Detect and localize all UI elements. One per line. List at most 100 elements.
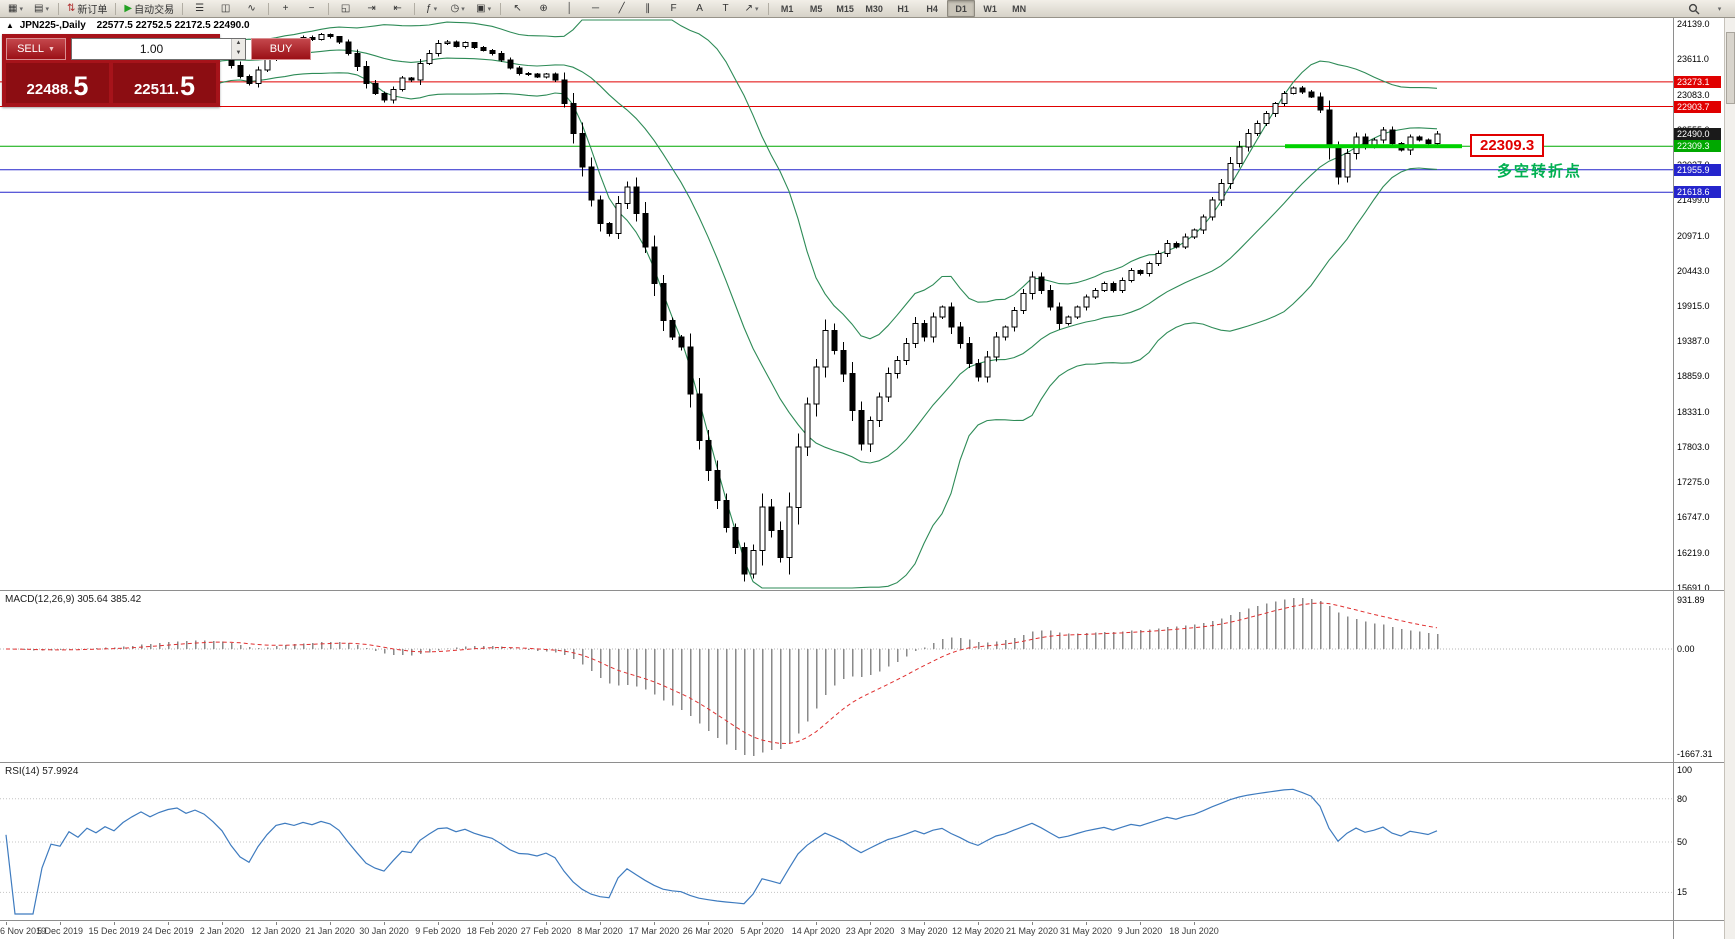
date-tick bbox=[276, 922, 277, 925]
toolbar-separator bbox=[182, 2, 184, 15]
buy-price-button[interactable]: 22511. 5 bbox=[113, 63, 216, 103]
trendline-icon: ╱ bbox=[618, 2, 625, 14]
timeframe-m30-button[interactable]: M30 bbox=[865, 3, 883, 14]
collapse-triangle-icon[interactable]: ▲ bbox=[6, 21, 14, 30]
rsi-axis-label: 80 bbox=[1677, 793, 1688, 804]
sell-button[interactable]: SELL ▼ bbox=[6, 38, 66, 60]
date-tick bbox=[924, 922, 925, 925]
panel-separator[interactable] bbox=[0, 590, 1735, 591]
crosshair-button[interactable]: ⊕ bbox=[531, 0, 556, 17]
tile-windows-icon: ◱ bbox=[340, 2, 351, 14]
bar-chart-button[interactable]: ☰ bbox=[187, 0, 212, 17]
volume-input[interactable] bbox=[72, 39, 231, 59]
timeframe-h1-button[interactable]: H1 bbox=[897, 3, 909, 14]
new-chart-button[interactable]: ▦ ▾ bbox=[3, 0, 28, 17]
date-axis: 6 Nov 2019 5 Dec 2019 15 Dec 2019 24 Dec 20… bbox=[0, 922, 1673, 939]
macd-histogram bbox=[6, 598, 1439, 756]
price-tick-label: 17275.0 bbox=[1677, 477, 1710, 488]
text-button[interactable]: A bbox=[687, 0, 712, 17]
timeframe-d1-button[interactable]: D1 bbox=[947, 0, 976, 17]
vertical-scrollbar[interactable] bbox=[1724, 18, 1735, 939]
templates-button[interactable]: ▣ ▾ bbox=[471, 0, 496, 17]
price-callout[interactable]: 22309.3 bbox=[1470, 134, 1545, 158]
main-chart-canvas[interactable] bbox=[0, 18, 1673, 590]
text-label-icon: T bbox=[722, 2, 729, 14]
candlestick-chart-button[interactable]: ◫ bbox=[213, 0, 238, 17]
timeframe-m1-button[interactable]: M1 bbox=[780, 3, 794, 14]
date-label: 26 Mar 2020 bbox=[682, 926, 734, 936]
fibonacci-button[interactable]: F bbox=[661, 0, 686, 17]
date-tick bbox=[1086, 922, 1087, 925]
toolbar-separator bbox=[328, 2, 330, 15]
date-tick bbox=[222, 922, 223, 925]
trendline-button[interactable]: ╱ bbox=[609, 0, 634, 17]
price-tick-label: 20443.0 bbox=[1677, 265, 1710, 276]
macd-panel-canvas[interactable] bbox=[0, 592, 1673, 762]
timeframe-m5-button[interactable]: M5 bbox=[809, 3, 823, 14]
rsi-axis-label: 50 bbox=[1677, 837, 1688, 847]
line-chart-button[interactable]: ∿ bbox=[239, 0, 264, 17]
periods-button[interactable]: ◷ ▾ bbox=[445, 0, 470, 17]
volume-up-button[interactable]: ▲ bbox=[232, 39, 245, 49]
rsi-panel-canvas[interactable] bbox=[0, 764, 1673, 920]
zoom-out-button[interactable]: − bbox=[299, 0, 324, 17]
rsi-line bbox=[5, 788, 1438, 915]
date-label: 5 Dec 2019 bbox=[36, 926, 84, 936]
scrollbar-thumb[interactable] bbox=[1726, 32, 1735, 104]
sell-price-button[interactable]: 22488. 5 bbox=[6, 63, 109, 103]
volume-down-button[interactable]: ▼ bbox=[232, 49, 245, 59]
date-label: 17 Mar 2020 bbox=[628, 926, 680, 936]
date-label: 24 Dec 2019 bbox=[142, 926, 194, 936]
date-tick bbox=[6, 922, 7, 925]
date-label: 23 Apr 2020 bbox=[845, 926, 895, 936]
timeframe-m15-button[interactable]: M15 bbox=[836, 3, 854, 14]
candlestick-chart-icon: ◫ bbox=[220, 2, 231, 14]
toolbar-separator bbox=[414, 2, 416, 15]
price-tag: 21955.9 bbox=[1674, 163, 1721, 176]
bar-chart-icon: ☰ bbox=[195, 2, 205, 14]
volume-box: ▲ ▼ bbox=[71, 38, 246, 60]
toolbar-more-button[interactable]: ▾ bbox=[1707, 0, 1732, 17]
zoom-in-button[interactable]: + bbox=[273, 0, 298, 17]
autotrading-button[interactable]: ▶ 自动交易 bbox=[120, 0, 178, 17]
indicators-button[interactable]: ƒ ▾ bbox=[419, 0, 444, 17]
text-label-button[interactable]: T bbox=[713, 0, 738, 17]
chart-shift-icon: ⇤ bbox=[393, 2, 402, 14]
macd-signal-line bbox=[5, 602, 1438, 745]
new-order-button[interactable]: ⇅ 新订单 bbox=[63, 0, 111, 17]
vertical-line-button[interactable]: │ bbox=[557, 0, 582, 17]
chevron-down-icon: ▾ bbox=[1717, 5, 1722, 13]
channel-button[interactable]: ∥ bbox=[635, 0, 660, 17]
buy-price-big-digit: 5 bbox=[180, 71, 196, 101]
profiles-icon: ▤ bbox=[34, 2, 44, 14]
horizontal-line-button[interactable]: ─ bbox=[583, 0, 608, 17]
new-order-icon: ⇅ bbox=[67, 2, 76, 14]
arrows-button[interactable]: ↗ ▾ bbox=[739, 0, 764, 17]
tile-windows-button[interactable]: ◱ bbox=[333, 0, 358, 17]
one-click-trading-panel: SELL ▼ ▲ ▼ BUY 22488. 5 bbox=[2, 34, 311, 107]
price-tick-label: 16219.0 bbox=[1677, 547, 1710, 558]
profiles-button[interactable]: ▤ ▾ bbox=[29, 0, 54, 17]
price-tick-label: 21499.0 bbox=[1677, 195, 1710, 206]
timeframe-w1-button[interactable]: W1 bbox=[983, 3, 997, 14]
cursor-button[interactable]: ↖ bbox=[505, 0, 530, 17]
chevron-down-icon: ▾ bbox=[755, 5, 759, 13]
price-tag: 22903.7 bbox=[1674, 100, 1721, 113]
thick-green-line-object[interactable] bbox=[1285, 144, 1462, 149]
templates-icon: ▣ bbox=[476, 2, 486, 14]
panel-separator[interactable] bbox=[0, 762, 1735, 763]
price-tag: 22490.0 bbox=[1674, 128, 1721, 141]
search-button[interactable] bbox=[1681, 0, 1706, 17]
buy-button[interactable]: BUY bbox=[251, 38, 311, 60]
timeframe-mn-button[interactable]: MN bbox=[1012, 3, 1027, 14]
timeframe-h4-button[interactable]: H4 bbox=[926, 3, 938, 14]
sell-price-big-digit: 5 bbox=[73, 71, 89, 101]
annotation-text[interactable]: 多空转折点 bbox=[1497, 163, 1583, 181]
chevron-down-icon: ▾ bbox=[433, 5, 438, 13]
price-tick-label: 16747.0 bbox=[1677, 512, 1710, 523]
buy-button-label: BUY bbox=[269, 43, 293, 55]
auto-scroll-button[interactable]: ⇥ bbox=[359, 0, 384, 17]
price-tick-label: 23611.0 bbox=[1677, 54, 1709, 65]
macd-axis-label: -1667.31 bbox=[1677, 749, 1713, 759]
chart-shift-button[interactable]: ⇤ bbox=[385, 0, 410, 17]
